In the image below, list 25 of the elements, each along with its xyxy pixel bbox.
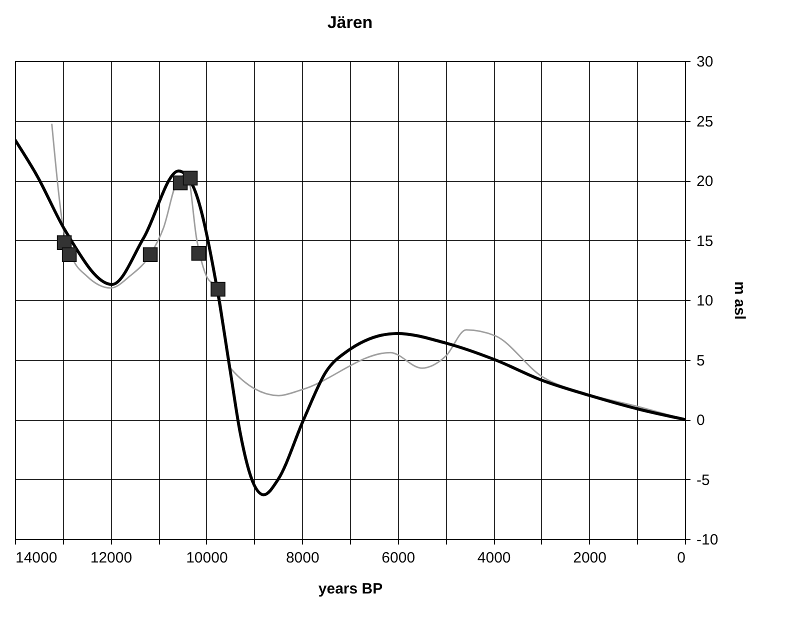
x-tick-label: 12000 <box>90 550 132 566</box>
x-tick-label: 0 <box>677 550 686 566</box>
y-tick-label: 30 <box>696 54 714 70</box>
y-axis-title: m asl <box>731 281 748 320</box>
point <box>210 282 226 297</box>
y-tick-label: 10 <box>696 292 714 310</box>
y-tick-label: 0 <box>696 412 705 429</box>
y-tick-label: 15 <box>696 232 714 250</box>
point <box>182 170 198 186</box>
y-tick-label: 5 <box>696 352 705 370</box>
x-axis-title: years BP <box>318 580 383 598</box>
y-tick-label: -5 <box>696 472 710 489</box>
x-tick-label: 6000 <box>382 550 416 566</box>
y-tick-label: 25 <box>696 113 714 130</box>
x-tick-label: 14000 <box>16 550 58 566</box>
x-tick-label: 8000 <box>286 550 320 566</box>
point <box>62 247 77 262</box>
y-tick-label: -10 <box>696 532 718 548</box>
y-tick-label: 20 <box>696 173 714 190</box>
x-tick-label: 4000 <box>477 550 511 566</box>
point <box>191 246 206 261</box>
chart-title: Jären <box>327 13 373 32</box>
x-tick-label: 10000 <box>186 550 228 566</box>
x-tick-label: 2000 <box>573 550 606 566</box>
point <box>142 247 158 262</box>
